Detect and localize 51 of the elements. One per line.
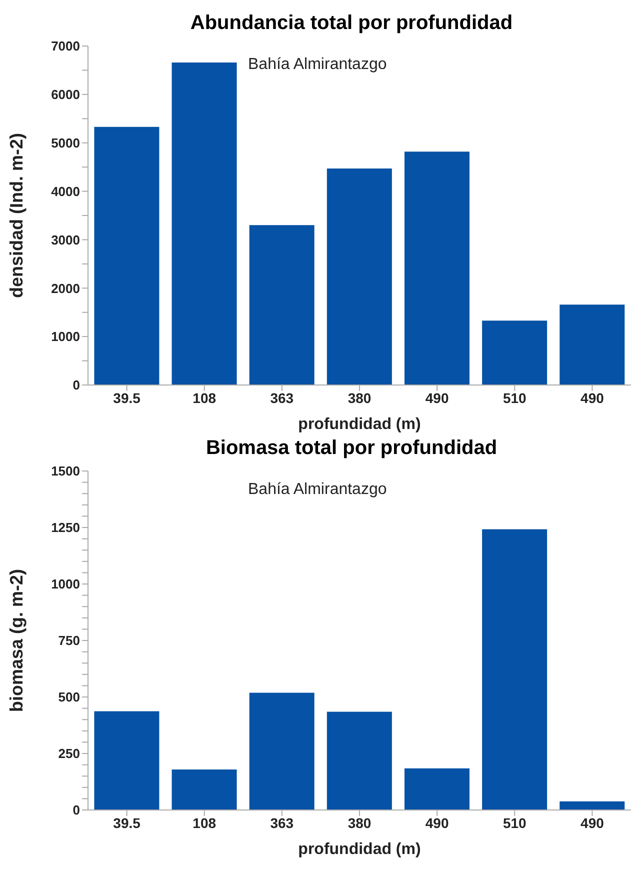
bar <box>326 712 392 810</box>
y-tick-label: 750 <box>58 633 80 648</box>
bar <box>482 320 548 385</box>
bar <box>249 225 314 385</box>
bar <box>560 304 625 385</box>
y-tick-label: 1250 <box>51 520 80 536</box>
bar <box>404 152 470 385</box>
bar <box>172 62 237 385</box>
y-tick-label: 3000 <box>51 232 80 248</box>
y-tick-label: 2000 <box>51 280 80 296</box>
y-axis-title: densidad (Ind. m-2) <box>6 132 26 298</box>
annotation: Bahía Almirantazgo <box>248 481 387 499</box>
bar <box>560 801 625 810</box>
y-tick-label: 1000 <box>51 576 80 592</box>
chart-title: Biomasa total por profundidad <box>204 436 498 461</box>
x-tick-label: 490 <box>580 814 604 831</box>
y-tick-label: 500 <box>58 690 80 705</box>
bar <box>249 692 314 810</box>
y-tick-label: 4000 <box>51 184 80 199</box>
x-tick-label: 490 <box>425 814 449 831</box>
bar <box>94 126 160 385</box>
x-axis-title: profundidad (m) <box>298 841 421 858</box>
x-tick-label: 39.5 <box>113 814 141 831</box>
y-tick-label: 250 <box>58 746 80 762</box>
x-tick-label: 380 <box>348 814 372 831</box>
bar <box>172 770 237 810</box>
x-tick-label: 363 <box>270 814 294 831</box>
x-tick-label: 39.5 <box>113 390 141 406</box>
y-tick-label: 5000 <box>51 135 80 150</box>
y-axis-title: biomasa (g. m-2) <box>6 568 26 712</box>
annotation: Bahía Almirantazgo <box>248 56 387 74</box>
chart-title: Abundancia total por profundidad <box>189 11 514 36</box>
y-tick-label: 1500 <box>51 464 80 479</box>
y-tick-label: 0 <box>72 378 80 393</box>
x-tick-label: 363 <box>270 390 294 406</box>
x-tick-label: 380 <box>348 390 372 406</box>
y-tick-label: 1000 <box>51 329 80 344</box>
bar <box>404 768 470 810</box>
bar <box>326 168 392 385</box>
x-tick-label: 108 <box>192 814 216 831</box>
x-tick-label: 510 <box>502 390 527 406</box>
bar <box>482 529 548 810</box>
y-tick-label: 7000 <box>51 38 80 54</box>
x-tick-label: 490 <box>425 390 449 406</box>
x-tick-label: 108 <box>192 390 216 406</box>
bar <box>94 711 160 810</box>
y-tick-label: 0 <box>72 802 80 818</box>
x-tick-label: 490 <box>580 390 604 406</box>
x-tick-label: 510 <box>502 814 527 831</box>
x-axis-title: profundidad (m) <box>298 416 421 433</box>
y-tick-label: 6000 <box>51 87 80 102</box>
